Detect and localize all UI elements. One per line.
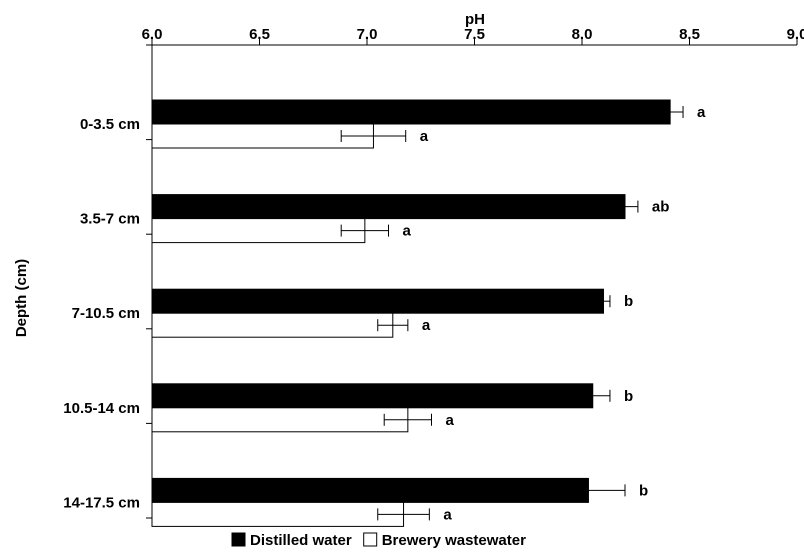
y-axis-title: Depth (cm) [13,259,30,337]
axes: 6.0 6.5 7.0 7.5 8.0 8.5 9.0 [142,26,804,519]
legend: Distilled water Brewery wastewater [231,532,526,549]
legend-label: Distilled water [250,532,352,549]
x-axis-title: pH [465,11,485,28]
x-tick-label: 6.5 [249,26,270,43]
significance-label: a [697,104,706,121]
bar-distilled-water [151,383,594,409]
legend-label: Brewery wastewater [382,532,526,549]
significance-label: b [624,388,633,405]
bar-distilled-water [151,194,626,220]
x-tick-label: 7.0 [357,26,378,43]
bar-brewery-wastewater [151,218,366,244]
significance-label: a [403,223,412,240]
bar-brewery-wastewater [151,407,409,433]
x-tick-label: 9.0 [787,26,804,43]
category-label: 14-17.5 cm [63,494,140,511]
significance-label: ab [652,199,670,216]
category-label: 3.5-7 cm [80,211,140,228]
category-label: 0-3.5 cm [80,116,140,133]
x-tick-label: 6.0 [142,26,163,43]
bar-brewery-wastewater [151,312,394,338]
x-tick-label: 8.0 [572,26,593,43]
bar-distilled-water [151,288,604,314]
bar-brewery-wastewater [151,501,405,527]
x-tick-label: 8.5 [679,26,700,43]
x-tick-label: 7.5 [464,26,485,43]
category-label: 7-10.5 cm [72,305,140,322]
significance-label: b [624,293,633,310]
significance-label: a [443,506,452,523]
significance-label: a [422,317,431,334]
significance-label: a [420,128,429,145]
significance-label: a [446,412,455,429]
bar-brewery-wastewater [151,123,374,149]
legend-swatch [231,532,246,547]
category-label: 10.5-14 cm [63,400,140,417]
legend-swatch [363,532,378,547]
bar-distilled-water [151,99,671,125]
significance-label: b [639,482,648,499]
bar-distilled-water [151,477,589,503]
